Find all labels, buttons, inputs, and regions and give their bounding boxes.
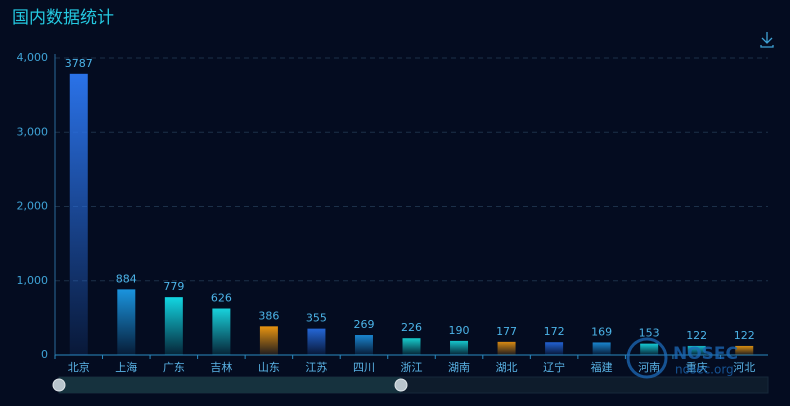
bar [640, 343, 659, 355]
value-label: 386 [258, 309, 279, 322]
value-label: 226 [401, 321, 422, 334]
x-tick-label: 山东 [258, 361, 280, 374]
x-tick-label: 湖北 [496, 361, 518, 374]
value-label: 122 [734, 329, 755, 342]
bar [117, 289, 136, 355]
watermark-logo [626, 337, 668, 379]
value-label: 172 [544, 325, 565, 338]
x-tick-label: 吉林 [210, 360, 232, 374]
bar [450, 340, 469, 355]
bar [545, 342, 564, 355]
bar [497, 341, 516, 355]
value-label: 269 [353, 318, 374, 331]
bar [354, 335, 373, 355]
bar [259, 326, 278, 355]
value-label: 626 [211, 292, 232, 305]
x-tick-label: 湖南 [448, 361, 470, 374]
x-tick-label: 四川 [353, 361, 375, 374]
x-tick-label: 江苏 [305, 361, 327, 374]
watermark: NOSEC nosec.org [626, 337, 738, 379]
zoom-handle[interactable] [52, 378, 66, 392]
x-tick-label: 重庆 [686, 360, 708, 374]
bar [687, 345, 706, 355]
download-button[interactable] [760, 32, 774, 48]
x-tick-label: 广东 [163, 361, 185, 374]
x-tick-label: 河北 [733, 361, 755, 374]
watermark-title: NOSEC [673, 344, 738, 364]
x-tick-label: 北京 [68, 360, 90, 374]
value-label: 779 [163, 280, 184, 293]
zoom-window[interactable] [59, 377, 401, 393]
value-label: 122 [686, 329, 707, 342]
bar [164, 297, 183, 355]
value-label: 355 [306, 312, 327, 325]
zoom-handle[interactable] [394, 378, 408, 392]
value-label: 177 [496, 325, 517, 338]
bar [735, 345, 754, 355]
bar [307, 328, 326, 355]
x-tick-label: 福建 [591, 360, 613, 374]
y-tick-label: 2,000 [17, 200, 49, 213]
x-tick-label: 辽宁 [543, 360, 565, 374]
x-tick-label: 河南 [638, 361, 660, 374]
y-tick-label: 3,000 [17, 125, 49, 138]
bar [592, 342, 611, 355]
value-label: 884 [116, 272, 137, 285]
y-tick-label: 1,000 [17, 274, 49, 287]
bar [402, 338, 421, 355]
value-label: 169 [591, 325, 612, 338]
y-tick-label: 0 [41, 348, 48, 361]
x-tick-label: 上海 [115, 360, 137, 374]
x-tick-label: 浙江 [401, 361, 423, 374]
value-label: 153 [639, 327, 660, 340]
bar [69, 73, 88, 355]
watermark-subtitle: nosec.org [675, 363, 734, 377]
data-zoom[interactable] [52, 376, 769, 394]
value-label: 190 [449, 324, 470, 337]
value-label: 3787 [65, 57, 93, 70]
y-tick-label: 4,000 [17, 51, 49, 64]
bar [212, 308, 231, 355]
chart-title: 国内数据统计 [12, 8, 114, 28]
